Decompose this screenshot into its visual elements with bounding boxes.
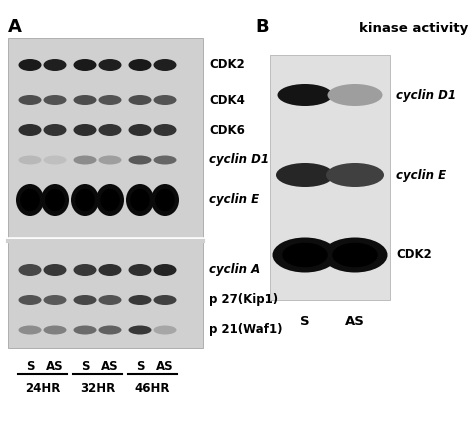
Ellipse shape bbox=[128, 124, 152, 136]
Ellipse shape bbox=[332, 243, 378, 267]
Ellipse shape bbox=[99, 264, 121, 276]
Ellipse shape bbox=[326, 163, 384, 187]
Ellipse shape bbox=[154, 156, 176, 165]
FancyBboxPatch shape bbox=[8, 38, 203, 348]
Text: CDK2: CDK2 bbox=[209, 59, 245, 72]
Ellipse shape bbox=[44, 326, 66, 335]
Ellipse shape bbox=[155, 189, 175, 211]
Ellipse shape bbox=[44, 264, 66, 276]
Ellipse shape bbox=[41, 184, 69, 216]
Ellipse shape bbox=[18, 264, 42, 276]
Ellipse shape bbox=[128, 264, 152, 276]
Text: S: S bbox=[26, 360, 34, 373]
Ellipse shape bbox=[126, 184, 154, 216]
Ellipse shape bbox=[277, 84, 332, 106]
Text: CDK2: CDK2 bbox=[396, 248, 432, 262]
Ellipse shape bbox=[99, 326, 121, 335]
Ellipse shape bbox=[18, 326, 42, 335]
Ellipse shape bbox=[128, 156, 152, 165]
Ellipse shape bbox=[128, 59, 152, 71]
Ellipse shape bbox=[18, 95, 42, 105]
Ellipse shape bbox=[44, 95, 66, 105]
Text: p 27(Kip1): p 27(Kip1) bbox=[209, 293, 278, 307]
Ellipse shape bbox=[128, 295, 152, 305]
Ellipse shape bbox=[20, 189, 40, 211]
Text: cyclin D1: cyclin D1 bbox=[209, 153, 269, 167]
Ellipse shape bbox=[273, 237, 337, 273]
Ellipse shape bbox=[18, 59, 42, 71]
Text: AS: AS bbox=[46, 360, 64, 373]
Ellipse shape bbox=[99, 59, 121, 71]
Ellipse shape bbox=[130, 189, 150, 211]
Ellipse shape bbox=[73, 124, 97, 136]
Ellipse shape bbox=[44, 156, 66, 165]
Text: CDK4: CDK4 bbox=[209, 94, 245, 106]
Text: cyclin D1: cyclin D1 bbox=[396, 89, 456, 101]
Ellipse shape bbox=[16, 184, 44, 216]
Ellipse shape bbox=[18, 124, 42, 136]
Ellipse shape bbox=[100, 189, 120, 211]
Text: A: A bbox=[8, 18, 22, 36]
Ellipse shape bbox=[128, 326, 152, 335]
Ellipse shape bbox=[96, 184, 124, 216]
Text: 24HR: 24HR bbox=[25, 382, 60, 395]
Ellipse shape bbox=[99, 95, 121, 105]
Text: cyclin E: cyclin E bbox=[209, 193, 259, 206]
Ellipse shape bbox=[73, 95, 97, 105]
Text: S: S bbox=[136, 360, 144, 373]
Ellipse shape bbox=[328, 84, 383, 106]
Ellipse shape bbox=[154, 326, 176, 335]
Ellipse shape bbox=[73, 156, 97, 165]
Text: AS: AS bbox=[101, 360, 119, 373]
Ellipse shape bbox=[75, 189, 95, 211]
Ellipse shape bbox=[99, 124, 121, 136]
Text: S: S bbox=[81, 360, 89, 373]
Ellipse shape bbox=[154, 295, 176, 305]
Text: CDK6: CDK6 bbox=[209, 123, 245, 137]
Ellipse shape bbox=[322, 237, 388, 273]
Ellipse shape bbox=[44, 59, 66, 71]
Ellipse shape bbox=[73, 295, 97, 305]
Ellipse shape bbox=[71, 184, 99, 216]
FancyBboxPatch shape bbox=[270, 55, 390, 300]
Ellipse shape bbox=[282, 243, 328, 267]
Ellipse shape bbox=[154, 264, 176, 276]
Ellipse shape bbox=[44, 124, 66, 136]
Ellipse shape bbox=[73, 264, 97, 276]
Ellipse shape bbox=[151, 184, 179, 216]
Ellipse shape bbox=[18, 295, 42, 305]
Text: S: S bbox=[300, 315, 310, 328]
Text: cyclin E: cyclin E bbox=[396, 168, 446, 181]
Text: cyclin A: cyclin A bbox=[209, 263, 260, 276]
Text: 32HR: 32HR bbox=[80, 382, 115, 395]
Ellipse shape bbox=[44, 295, 66, 305]
Text: AS: AS bbox=[345, 315, 365, 328]
Ellipse shape bbox=[18, 156, 42, 165]
Ellipse shape bbox=[154, 95, 176, 105]
Text: B: B bbox=[255, 18, 269, 36]
Ellipse shape bbox=[154, 124, 176, 136]
Text: 46HR: 46HR bbox=[135, 382, 170, 395]
Ellipse shape bbox=[128, 95, 152, 105]
Ellipse shape bbox=[99, 295, 121, 305]
Text: p 21(Waf1): p 21(Waf1) bbox=[209, 324, 283, 337]
Ellipse shape bbox=[99, 156, 121, 165]
Ellipse shape bbox=[154, 59, 176, 71]
Ellipse shape bbox=[276, 163, 334, 187]
Ellipse shape bbox=[73, 59, 97, 71]
Text: kinase activity: kinase activity bbox=[359, 22, 468, 35]
Text: AS: AS bbox=[156, 360, 174, 373]
Ellipse shape bbox=[73, 326, 97, 335]
Ellipse shape bbox=[45, 189, 65, 211]
